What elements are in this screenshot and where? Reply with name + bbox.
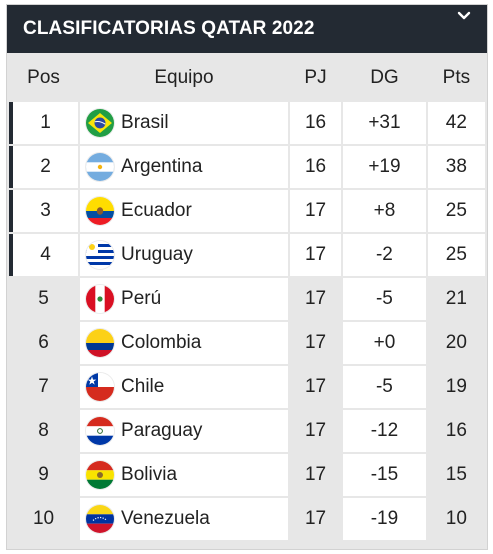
goal-diff-cell: -15 <box>343 454 426 496</box>
uruguay-flag-icon <box>86 241 115 269</box>
points-cell: 25 <box>427 190 485 232</box>
goal-diff-cell: +19 <box>343 146 426 188</box>
team-cell: Colombia <box>80 322 288 364</box>
table-header-row: Pos Equipo PJ DG Pts <box>9 56 485 100</box>
points-cell: 38 <box>427 146 485 188</box>
table-row[interactable]: 8 Paraguay 17 -12 16 <box>9 410 485 452</box>
team-cell: Brasil <box>80 102 288 144</box>
team-cell: Chile <box>80 366 288 408</box>
column-header-team: Equipo <box>80 56 288 100</box>
venezuela-flag-icon <box>86 505 115 533</box>
chile-flag-icon <box>86 373 115 401</box>
team-name: Ecuador <box>121 200 192 221</box>
table-row[interactable]: 4 Uruguay 17 -2 25 <box>9 234 485 276</box>
played-cell: 16 <box>289 146 342 188</box>
goal-diff-cell: -12 <box>343 410 426 452</box>
team-name: Argentina <box>121 156 203 177</box>
column-header-pts: Pts <box>427 56 485 100</box>
points-cell: 20 <box>427 322 485 364</box>
chevron-down-icon[interactable] <box>457 9 471 23</box>
played-cell: 17 <box>289 190 342 232</box>
points-cell: 42 <box>427 102 485 144</box>
points-cell: 21 <box>427 278 485 320</box>
table-row[interactable]: 6 Colombia 17 +0 20 <box>9 322 485 364</box>
played-cell: 17 <box>289 454 342 496</box>
points-cell: 15 <box>427 454 485 496</box>
team-name: Chile <box>121 376 165 397</box>
team-name: Paraguay <box>121 420 203 441</box>
bolivia-flag-icon <box>86 461 115 489</box>
goal-diff-cell: -19 <box>343 498 426 540</box>
team-cell: Venezuela <box>80 498 288 540</box>
position-cell: 1 <box>9 102 79 144</box>
widget-title: CLASIFICATORIAS QATAR 2022 <box>23 18 315 39</box>
points-cell: 19 <box>427 366 485 408</box>
colombia-flag-icon <box>86 329 115 357</box>
table-row[interactable]: 10 Venezuela 17 -19 10 <box>9 498 485 540</box>
column-header-pj: PJ <box>289 56 342 100</box>
team-cell: Bolivia <box>80 454 288 496</box>
table-row[interactable]: 9 Bolivia 17 -15 15 <box>9 454 485 496</box>
table-row[interactable]: 3 Ecuador 17 +8 25 <box>9 190 485 232</box>
ecuador-flag-icon <box>86 197 115 225</box>
table-row[interactable]: 2 Argentina 16 +19 38 <box>9 146 485 188</box>
column-header-dg: DG <box>343 56 426 100</box>
goal-diff-cell: +0 <box>343 322 426 364</box>
position-cell: 2 <box>9 146 79 188</box>
brazil-flag-icon <box>86 109 115 137</box>
position-cell: 8 <box>9 410 79 452</box>
table-row[interactable]: 7 Chile 17 -5 19 <box>9 366 485 408</box>
points-cell: 10 <box>427 498 485 540</box>
team-cell: Perú <box>80 278 288 320</box>
widget-header[interactable]: CLASIFICATORIAS QATAR 2022 <box>7 5 487 53</box>
table-row[interactable]: 5 Perú 17 -5 21 <box>9 278 485 320</box>
goal-diff-cell: +31 <box>343 102 426 144</box>
position-cell: 7 <box>9 366 79 408</box>
paraguay-flag-icon <box>86 417 115 445</box>
standings-table: Pos Equipo PJ DG Pts 1 Brasil 16 +31 4 2 … <box>7 54 487 542</box>
team-cell: Paraguay <box>80 410 288 452</box>
played-cell: 17 <box>289 234 342 276</box>
position-cell: 3 <box>9 190 79 232</box>
team-cell: Uruguay <box>80 234 288 276</box>
played-cell: 16 <box>289 102 342 144</box>
column-header-pos: Pos <box>9 56 79 100</box>
points-cell: 25 <box>427 234 485 276</box>
played-cell: 17 <box>289 410 342 452</box>
team-name: Uruguay <box>121 244 193 265</box>
team-name: Colombia <box>121 332 202 353</box>
goal-diff-cell: -5 <box>343 366 426 408</box>
team-name: Bolivia <box>121 464 178 485</box>
team-name: Venezuela <box>121 508 210 529</box>
argentina-flag-icon <box>86 153 115 181</box>
position-cell: 10 <box>9 498 79 540</box>
table-row[interactable]: 1 Brasil 16 +31 42 <box>9 102 485 144</box>
played-cell: 17 <box>289 278 342 320</box>
position-cell: 6 <box>9 322 79 364</box>
played-cell: 17 <box>289 322 342 364</box>
position-cell: 4 <box>9 234 79 276</box>
goal-diff-cell: -2 <box>343 234 426 276</box>
played-cell: 17 <box>289 366 342 408</box>
points-cell: 16 <box>427 410 485 452</box>
position-cell: 5 <box>9 278 79 320</box>
goal-diff-cell: -5 <box>343 278 426 320</box>
goal-diff-cell: +8 <box>343 190 426 232</box>
team-cell: Argentina <box>80 146 288 188</box>
team-name: Perú <box>121 288 162 309</box>
team-cell: Ecuador <box>80 190 288 232</box>
team-name: Brasil <box>121 112 169 133</box>
standings-widget: CLASIFICATORIAS QATAR 2022 Pos Equipo PJ… <box>6 4 488 550</box>
position-cell: 9 <box>9 454 79 496</box>
played-cell: 17 <box>289 498 342 540</box>
peru-flag-icon <box>86 285 115 313</box>
